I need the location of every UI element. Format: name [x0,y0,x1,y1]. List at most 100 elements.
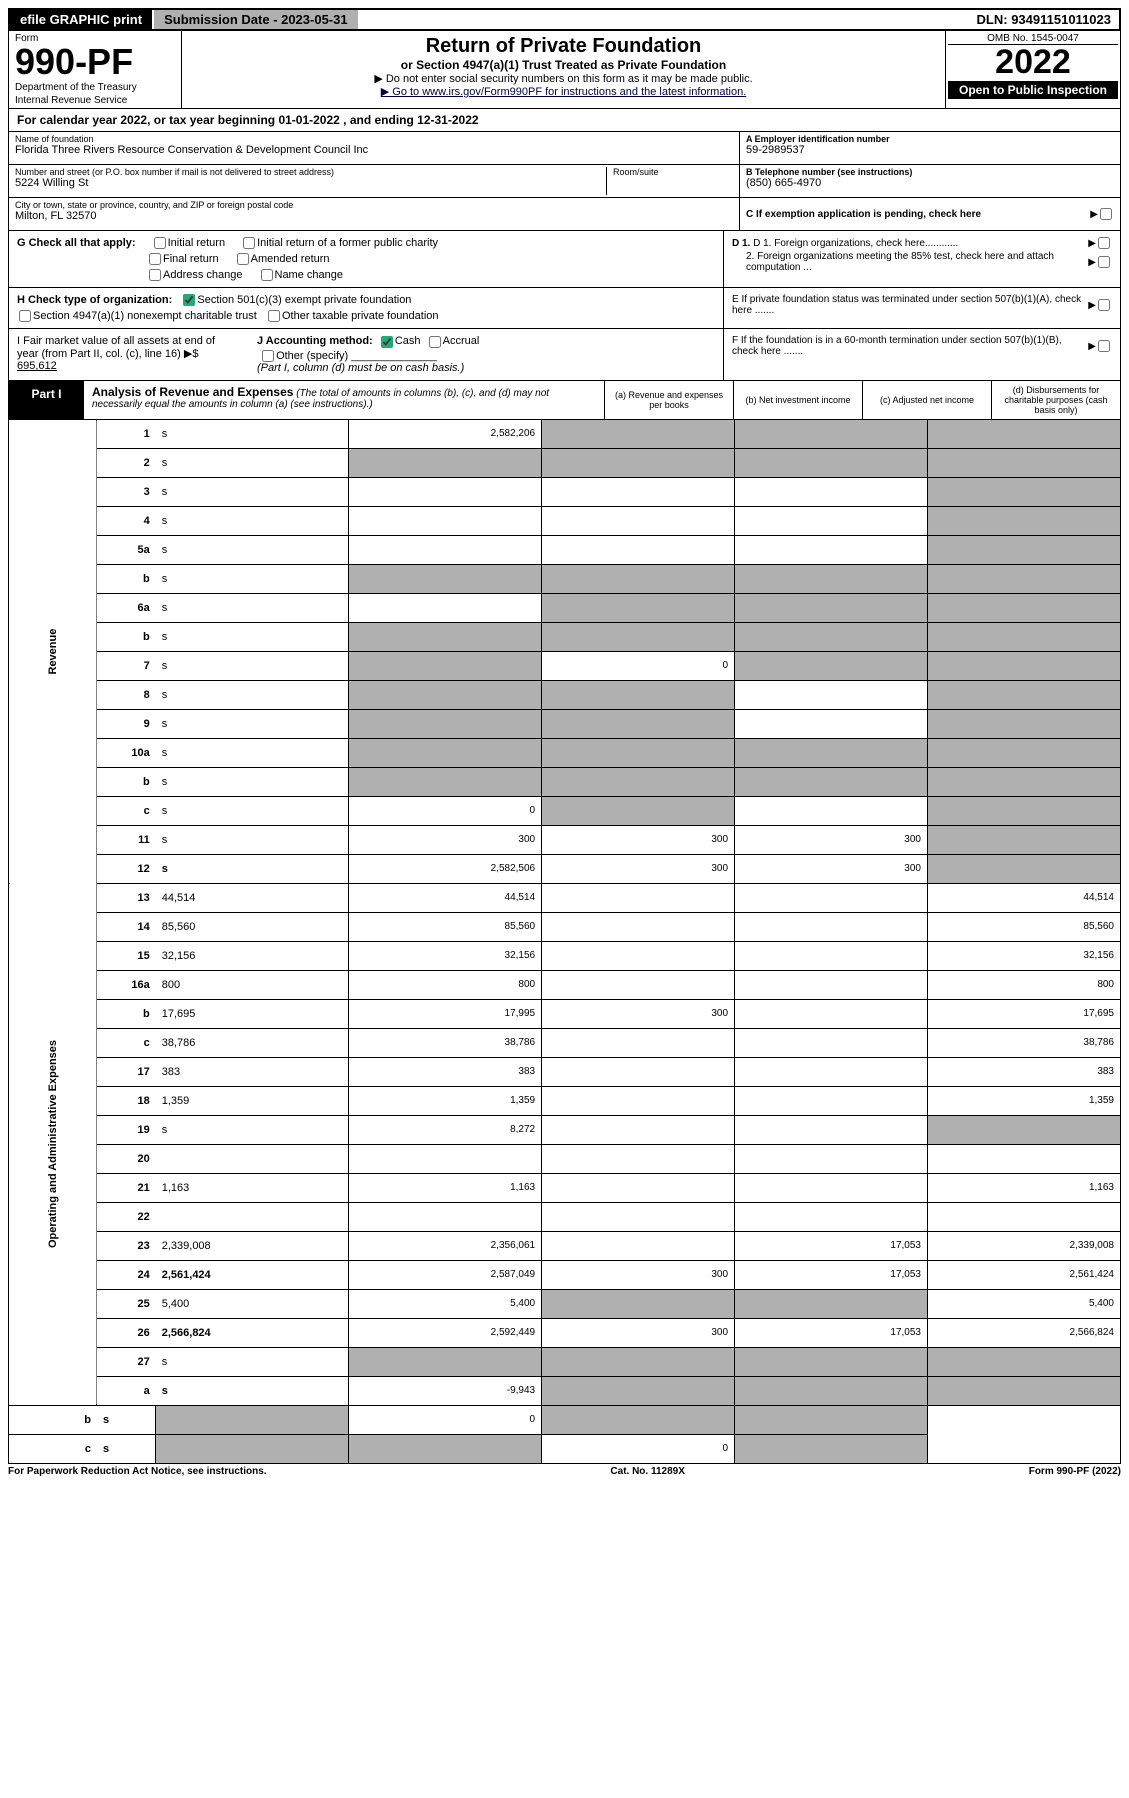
cell-col-c [735,593,928,622]
table-row: 242,561,4242,587,04930017,0532,561,424 [9,1260,1121,1289]
e-checkbox[interactable] [1098,299,1110,311]
table-row: 4s [9,506,1121,535]
phone-value: (850) 665-4970 [746,177,1114,189]
line-number: 25 [97,1289,156,1318]
cell-col-d: 44,514 [927,883,1120,912]
table-row: 7s0 [9,651,1121,680]
part-1-header: Part I Analysis of Revenue and Expenses … [8,381,1121,420]
cell-col-a [349,680,542,709]
line-description: s [156,622,349,651]
line-description: s [156,1347,349,1376]
cell-col-b [542,564,735,593]
c-pending-label: C If exemption application is pending, c… [746,209,1090,220]
c-pending-checkbox[interactable] [1100,208,1112,220]
table-row: bs [9,622,1121,651]
h-other-checkbox[interactable] [268,310,280,322]
cell-col-d [927,535,1120,564]
line-description: s [156,651,349,680]
table-row: 6as [9,593,1121,622]
open-public-badge: Open to Public Inspection [948,81,1118,99]
instruction-link[interactable]: ▶ Go to www.irs.gov/Form990PF for instru… [381,86,747,98]
j-other-checkbox[interactable] [262,350,274,362]
cell-col-b [542,593,735,622]
cell-col-b [542,1289,735,1318]
j-cash-checkbox[interactable] [381,336,393,348]
cell-col-a: 17,995 [349,999,542,1028]
g-label: G Check all that apply: [17,237,136,249]
cell-col-b [542,1028,735,1057]
d1-checkbox[interactable] [1098,237,1110,249]
efile-button[interactable]: efile GRAPHIC print [10,10,154,29]
cell-col-c [735,1202,928,1231]
arrow-icon: ▶ [1090,209,1098,220]
table-row: 232,339,0082,356,06117,0532,339,008 [9,1231,1121,1260]
cell-col-d [927,1376,1120,1405]
cell-col-c: 300 [735,854,928,883]
g-final-checkbox[interactable] [149,253,161,265]
g-amended-label: Amended return [251,253,330,265]
f-checkbox[interactable] [1098,340,1110,352]
revenue-section-label: Revenue [9,420,97,884]
cell-col-a [349,593,542,622]
cell-col-d: 38,786 [927,1028,1120,1057]
line-number: b [97,767,156,796]
cell-col-c [735,883,928,912]
cell-col-c [735,1057,928,1086]
d2-checkbox[interactable] [1098,256,1110,268]
line-number: 8 [97,680,156,709]
cell-col-b [349,1434,542,1463]
line-number: 15 [97,941,156,970]
h-4947-checkbox[interactable] [19,310,31,322]
cell-col-d: 800 [927,970,1120,999]
col-c-header: (c) Adjusted net income [862,381,991,419]
g-initial-checkbox[interactable] [154,237,166,249]
cell-col-c [735,738,928,767]
g-name-label: Name change [275,269,344,281]
line-number: b [97,564,156,593]
cell-col-b [542,738,735,767]
cell-col-b [542,680,735,709]
cell-col-c: 17,053 [735,1318,928,1347]
line-description: 38,786 [156,1028,349,1057]
cell-col-c [735,1144,928,1173]
line-number: 6a [97,593,156,622]
g-amended-checkbox[interactable] [237,253,249,265]
g-initial-former-checkbox[interactable] [243,237,255,249]
cell-col-d [927,680,1120,709]
cell-col-c [735,709,928,738]
line-number: 17 [97,1057,156,1086]
cell-col-c [735,420,928,449]
line-description: 32,156 [156,941,349,970]
page-footer: For Paperwork Reduction Act Notice, see … [8,1464,1121,1479]
cell-col-b [542,506,735,535]
j-accrual-checkbox[interactable] [429,336,441,348]
cell-col-b: 300 [542,825,735,854]
address-label: Number and street (or P.O. box number if… [15,167,606,177]
line-number: 4 [97,506,156,535]
h-501-checkbox[interactable] [183,294,195,306]
cell-col-b: 300 [542,1260,735,1289]
table-row: 3s [9,477,1121,506]
line-description: 1,163 [156,1173,349,1202]
table-row: Operating and Administrative Expenses134… [9,883,1121,912]
col-a-header: (a) Revenue and expenses per books [604,381,733,419]
cell-col-b [542,1086,735,1115]
g-address-checkbox[interactable] [149,269,161,281]
line-number: 26 [97,1318,156,1347]
cell-col-a [349,622,542,651]
g-name-checkbox[interactable] [261,269,273,281]
h-label: H Check type of organization: [17,294,172,306]
f-label: F If the foundation is in a 60-month ter… [732,335,1088,357]
table-row: 8s [9,680,1121,709]
section-g-row: G Check all that apply: Initial return I… [8,231,1121,288]
line-number: b [97,999,156,1028]
g-initial-label: Initial return [168,237,225,249]
cell-col-a: -9,943 [349,1376,542,1405]
h-4947-label: Section 4947(a)(1) nonexempt charitable … [33,310,257,322]
cell-col-b [542,1115,735,1144]
part-1-label: Part I [9,381,84,419]
table-row: 181,3591,3591,359 [9,1086,1121,1115]
cell-col-b [542,912,735,941]
line-number: 1 [97,420,156,449]
cell-col-c [735,767,928,796]
